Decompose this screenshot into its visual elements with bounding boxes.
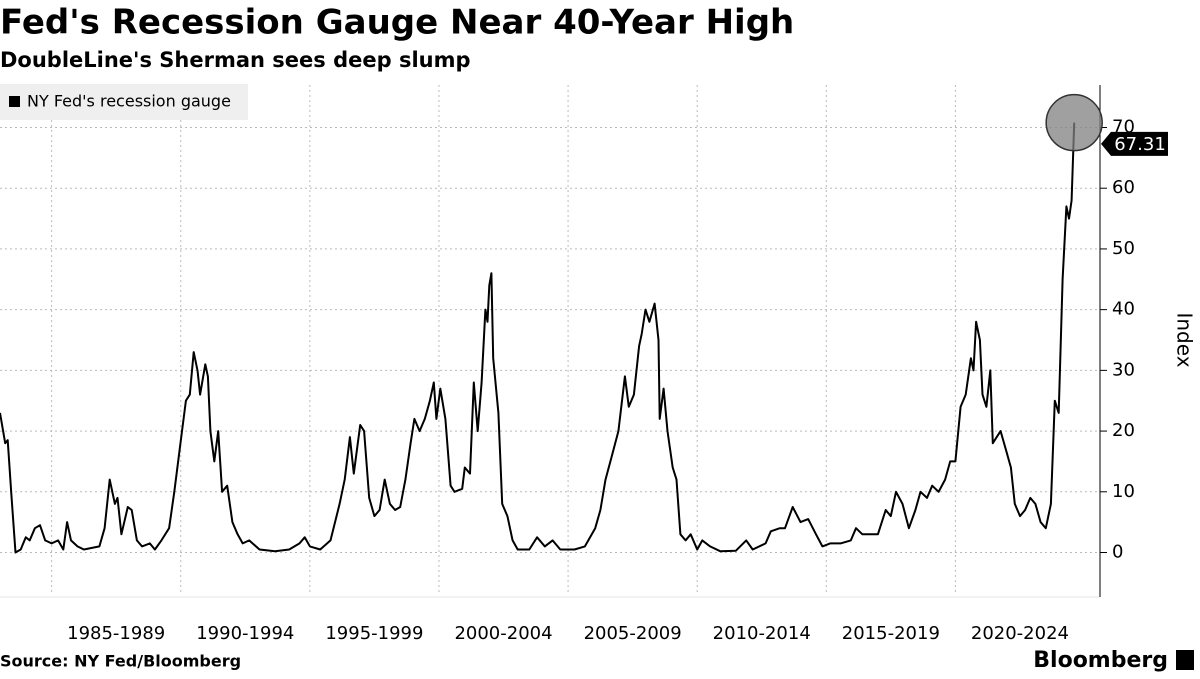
y-tick-label: 60 [1112, 177, 1135, 198]
legend-label: NY Fed's recession gauge [27, 92, 231, 111]
brand-icon [1176, 650, 1194, 670]
x-tick-label: 2020-2024 [971, 623, 1069, 644]
y-tick-label: 50 [1112, 238, 1135, 259]
x-tick-label: 1995-1999 [325, 623, 423, 644]
source: Source: NY Fed/Bloomberg [0, 652, 241, 671]
x-tick-label: 1990-1994 [196, 623, 294, 644]
y-axis-label: Index [1173, 312, 1197, 367]
y-tick-label: 0 [1112, 542, 1123, 563]
last-point-highlight [1045, 93, 1103, 152]
x-tick-label: 2015-2019 [842, 623, 940, 644]
y-tick-label: 30 [1112, 359, 1135, 380]
x-tick-label: 2005-2009 [584, 623, 682, 644]
y-tick-label: 20 [1112, 420, 1135, 441]
line-series [0, 122, 1076, 554]
legend-swatch [9, 96, 20, 107]
brand: Bloomberg [1033, 648, 1168, 673]
y-tick-label: 10 [1112, 481, 1135, 502]
x-tick-label: 2010-2014 [713, 623, 811, 644]
x-tick-label: 1985-1989 [67, 623, 165, 644]
y-tick-label: 40 [1112, 299, 1135, 320]
last-value-label: 67.31 [1114, 134, 1166, 155]
last-value-tag [1101, 131, 1168, 156]
chart-subtitle: DoubleLine's Sherman sees deep slump [0, 48, 471, 72]
x-tick-label: 2000-2004 [454, 623, 552, 644]
legend-box [0, 84, 248, 120]
chart-title: Fed's Recession Gauge Near 40-Year High [0, 3, 794, 43]
